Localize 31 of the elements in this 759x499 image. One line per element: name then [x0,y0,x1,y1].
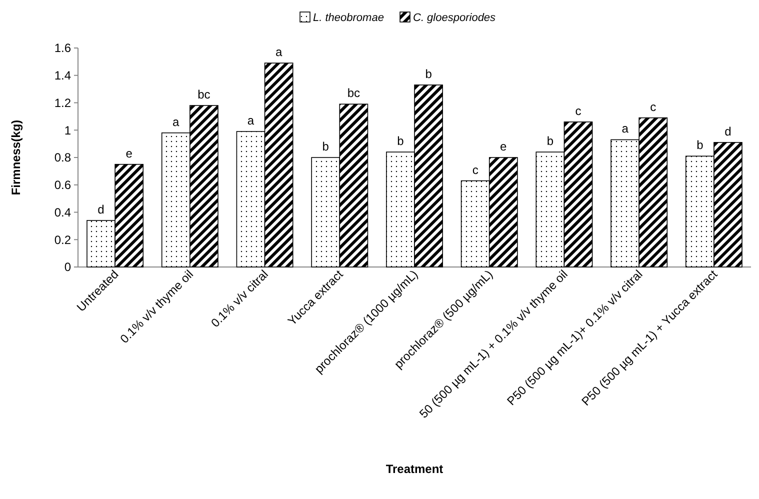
annotation: a [247,113,254,128]
annotation: d [98,202,104,216]
annotation: e [126,146,133,160]
y-tick-label: 1.4 [54,68,72,83]
y-tick-label: 0 [64,260,72,274]
y-tick-label: 1.2 [54,96,72,110]
annotation: d [724,124,732,138]
annotation: b [696,138,704,152]
annotation: a [622,122,629,136]
x-axis-title: Treatment [386,462,444,476]
annotation: b [546,134,554,148]
annotation: a [172,114,180,129]
y-tick-label: 1.6 [54,41,72,56]
annotation: b [425,66,432,81]
y-tick-label: 1 [64,123,72,138]
annotation: b [397,134,404,148]
annotation: c [472,162,478,177]
annotation: c [650,100,656,114]
legend-label: C. gloesporiodes [413,12,496,24]
annotation: bc [347,86,360,100]
annotation: bc [198,87,210,102]
y-tick-label: 0.8 [54,150,72,165]
annotation: b [322,140,330,154]
annotation: a [275,45,282,60]
annotation: c [575,104,582,118]
annotation: e [500,140,508,154]
legend-label: L. theobromae [313,12,384,24]
y-tick-label: 0.2 [54,232,72,247]
y-tick-label: 0.4 [54,205,72,220]
y-axis-title: Firmness(kg) [9,120,23,196]
y-tick-label: 0.6 [54,178,72,192]
